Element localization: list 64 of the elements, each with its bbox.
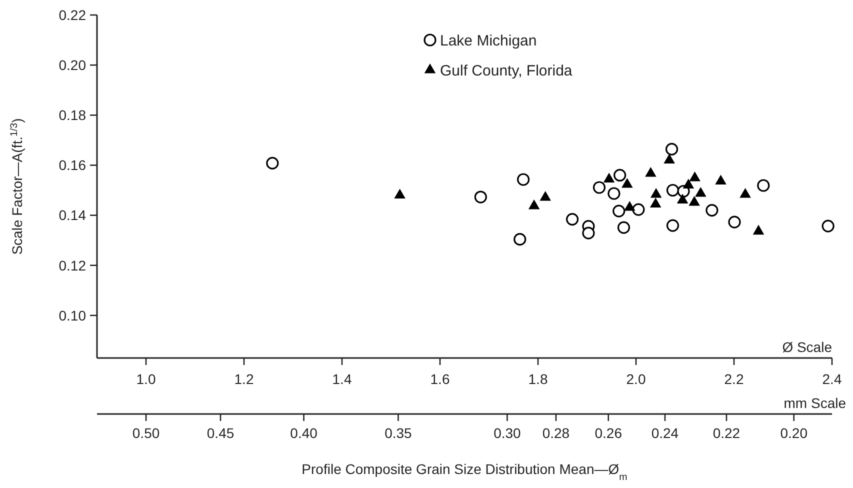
point [592, 181, 606, 194]
point [540, 191, 551, 201]
point [614, 168, 626, 182]
point [622, 178, 633, 188]
point [645, 166, 656, 177]
point [612, 204, 626, 218]
point [666, 219, 680, 232]
y-tick-label: 0.18 [58, 107, 86, 124]
point [695, 187, 706, 197]
x-tick-label: 2.0 [626, 371, 646, 387]
x-tick-label: 1.0 [136, 371, 156, 387]
point [689, 171, 700, 182]
point [728, 216, 741, 228]
x2-tick-label: 0.35 [384, 425, 412, 441]
point [514, 233, 526, 246]
y-tick-label: 0.14 [58, 207, 86, 224]
x-tick-label: 1.4 [332, 371, 352, 387]
x2-tick-label: 0.22 [712, 425, 740, 441]
point [757, 179, 770, 192]
point [676, 194, 688, 204]
point [664, 154, 675, 164]
point [582, 226, 595, 240]
point [822, 220, 834, 232]
x2-tick-label: 0.50 [132, 425, 160, 441]
x-tick-label: 1.6 [430, 371, 450, 387]
point [706, 204, 718, 217]
x-tick-label: 1.8 [528, 371, 548, 387]
point [666, 184, 680, 197]
x2-tick-label: 0.28 [542, 425, 570, 441]
x2-axis-title: mm Scale [784, 395, 846, 411]
point [682, 178, 694, 188]
y-tick-label: 0.20 [58, 56, 86, 73]
point [517, 173, 530, 186]
x2-tick-label: 0.20 [780, 425, 808, 441]
point [603, 172, 615, 182]
y-tick-label: 0.10 [58, 307, 86, 324]
point [566, 213, 579, 226]
point [608, 187, 620, 200]
x-tick-label: 1.2 [234, 371, 254, 387]
point [528, 200, 540, 210]
x-tick-label: 2.4 [822, 371, 842, 387]
x-tick-label: 2.2 [724, 371, 744, 387]
point [740, 188, 751, 198]
text: Profile Composite Grain Size Distribution Mean—Ø$_{m}$ [302, 461, 628, 482]
y-tick-label: 0.22 [58, 6, 86, 23]
x2-tick-label: 0.30 [494, 425, 522, 441]
point [650, 188, 662, 198]
x2-tick-label: 0.40 [290, 425, 318, 441]
point [650, 198, 662, 208]
point [688, 196, 700, 206]
point [617, 221, 630, 234]
x2-tick-label: 0.45 [206, 425, 234, 441]
x2-tick-label: 0.24 [651, 425, 679, 441]
y-tick-label: 0.16 [58, 157, 86, 174]
legend-label: Lake Michigan [440, 32, 537, 50]
point [394, 188, 406, 199]
y-tick-label: 0.12 [58, 257, 86, 274]
x2-tick-label: 0.26 [594, 425, 622, 441]
point [632, 203, 645, 216]
legend-label: Gulf County, Florida [440, 62, 573, 80]
point [474, 190, 487, 204]
point [624, 201, 636, 211]
point [715, 174, 726, 184]
x-axis-title: Ø Scale [782, 339, 832, 355]
